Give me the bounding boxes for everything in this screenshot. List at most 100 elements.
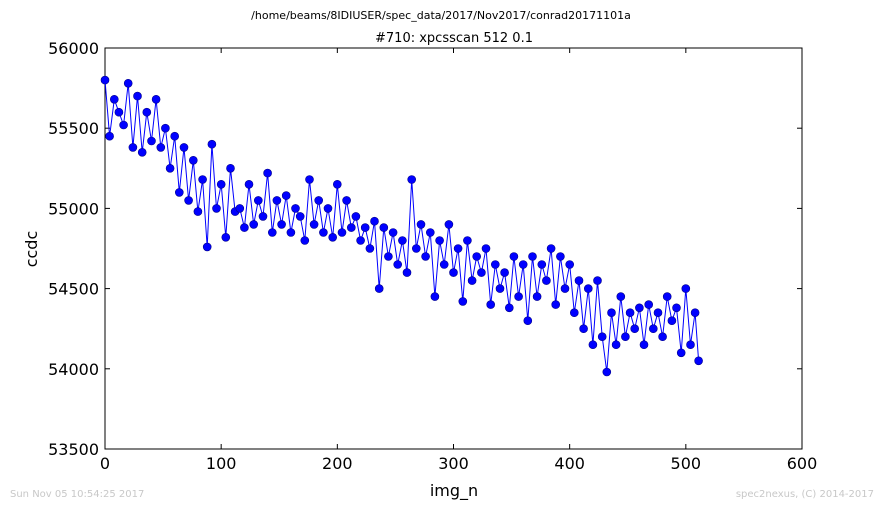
data-point: [523, 316, 533, 326]
data-point: [189, 156, 198, 165]
x-tick-label: 0: [100, 454, 110, 473]
data-point: [170, 131, 179, 141]
data-point: [490, 260, 500, 269]
data-point: [635, 303, 644, 313]
data-point: [667, 316, 677, 326]
data-point: [546, 244, 556, 253]
data-point: [384, 252, 393, 261]
data-point: [291, 204, 300, 213]
data-point: [151, 95, 161, 104]
data-point: [128, 143, 138, 152]
data-point: [625, 308, 635, 318]
data-point: [351, 212, 361, 221]
data-point: [477, 268, 486, 277]
y-tick-label: 56000: [48, 39, 99, 58]
data-point: [198, 175, 207, 184]
data-point: [263, 168, 272, 178]
data-point: [100, 75, 110, 85]
data-point: [444, 220, 454, 229]
data-point: [277, 220, 286, 229]
data-point: [430, 292, 440, 301]
plot-area: [104, 47, 803, 450]
x-axis-label: img_n: [430, 481, 478, 501]
data-point: [216, 180, 226, 189]
data-point: [379, 223, 389, 232]
data-point: [411, 244, 421, 253]
data-point: [374, 284, 384, 293]
data-point: [337, 228, 347, 237]
data-point: [653, 308, 663, 318]
x-axis: 0 100 200 300 400 500 600: [100, 48, 817, 473]
data-point: [616, 292, 626, 301]
data-point: [323, 204, 333, 213]
data-point: [212, 204, 221, 213]
chart-title: #710: xpcsscan 512 0.1: [375, 31, 533, 46]
data-point: [388, 228, 398, 237]
data-point: [537, 260, 547, 269]
data-point: [398, 236, 407, 245]
y-tick-label: 55000: [48, 199, 99, 218]
data-point: [486, 300, 496, 309]
data-point: [221, 233, 231, 242]
data-point: [305, 175, 314, 184]
data-point: [249, 220, 258, 229]
data-point: [532, 292, 542, 301]
data-point: [416, 220, 426, 229]
data-point: [597, 332, 607, 342]
data-point: [147, 136, 156, 146]
data-point: [467, 276, 477, 285]
y-tick-label: 54500: [48, 280, 99, 299]
data-point: [458, 297, 468, 306]
x-tick-label: 500: [671, 454, 702, 473]
data-point: [300, 236, 310, 245]
data-point: [644, 300, 654, 309]
data-point: [648, 324, 658, 334]
data-point: [481, 244, 491, 253]
data-point: [681, 284, 691, 293]
data-point: [556, 252, 565, 261]
data-point: [342, 196, 351, 205]
y-axis: 53500 54000 54500 55000 55500 56000: [48, 39, 802, 459]
data-point: [295, 212, 305, 221]
data-point: [611, 340, 621, 350]
data-point: [690, 308, 700, 318]
data-point: [193, 207, 203, 216]
data-point: [165, 164, 175, 173]
data-point: [286, 228, 296, 237]
data-point: [421, 252, 430, 261]
x-tick-label: 200: [322, 454, 353, 473]
data-series: [100, 75, 703, 377]
data-point: [551, 300, 561, 309]
data-point: [607, 308, 616, 318]
data-point: [672, 303, 681, 313]
data-point: [407, 175, 417, 184]
data-point: [602, 367, 612, 377]
data-point: [207, 139, 217, 149]
data-point: [105, 131, 114, 141]
data-point: [435, 236, 444, 245]
data-point: [226, 164, 235, 173]
y-axis-label: ccdc: [22, 231, 41, 268]
x-tick-label: 100: [206, 454, 237, 473]
data-point: [235, 204, 245, 213]
data-point: [449, 268, 458, 277]
data-point: [244, 180, 254, 189]
data-point: [662, 292, 672, 301]
data-point: [694, 356, 703, 366]
data-point: [267, 228, 277, 237]
data-point: [309, 220, 319, 229]
data-point: [402, 268, 412, 277]
footer-timestamp: Sun Nov 05 10:54:25 2017: [10, 489, 144, 500]
data-point: [560, 284, 570, 293]
data-point: [463, 236, 472, 245]
data-point: [365, 244, 375, 253]
data-point: [272, 196, 282, 205]
data-file-path: /home/beams/8IDIUSER/spec_data/2017/Nov2…: [251, 9, 631, 22]
data-point: [319, 228, 328, 237]
data-point: [179, 143, 189, 152]
data-point: [639, 340, 649, 350]
data-point: [281, 191, 291, 200]
data-point: [360, 223, 370, 232]
data-point: [495, 284, 505, 293]
data-point: [504, 303, 514, 313]
